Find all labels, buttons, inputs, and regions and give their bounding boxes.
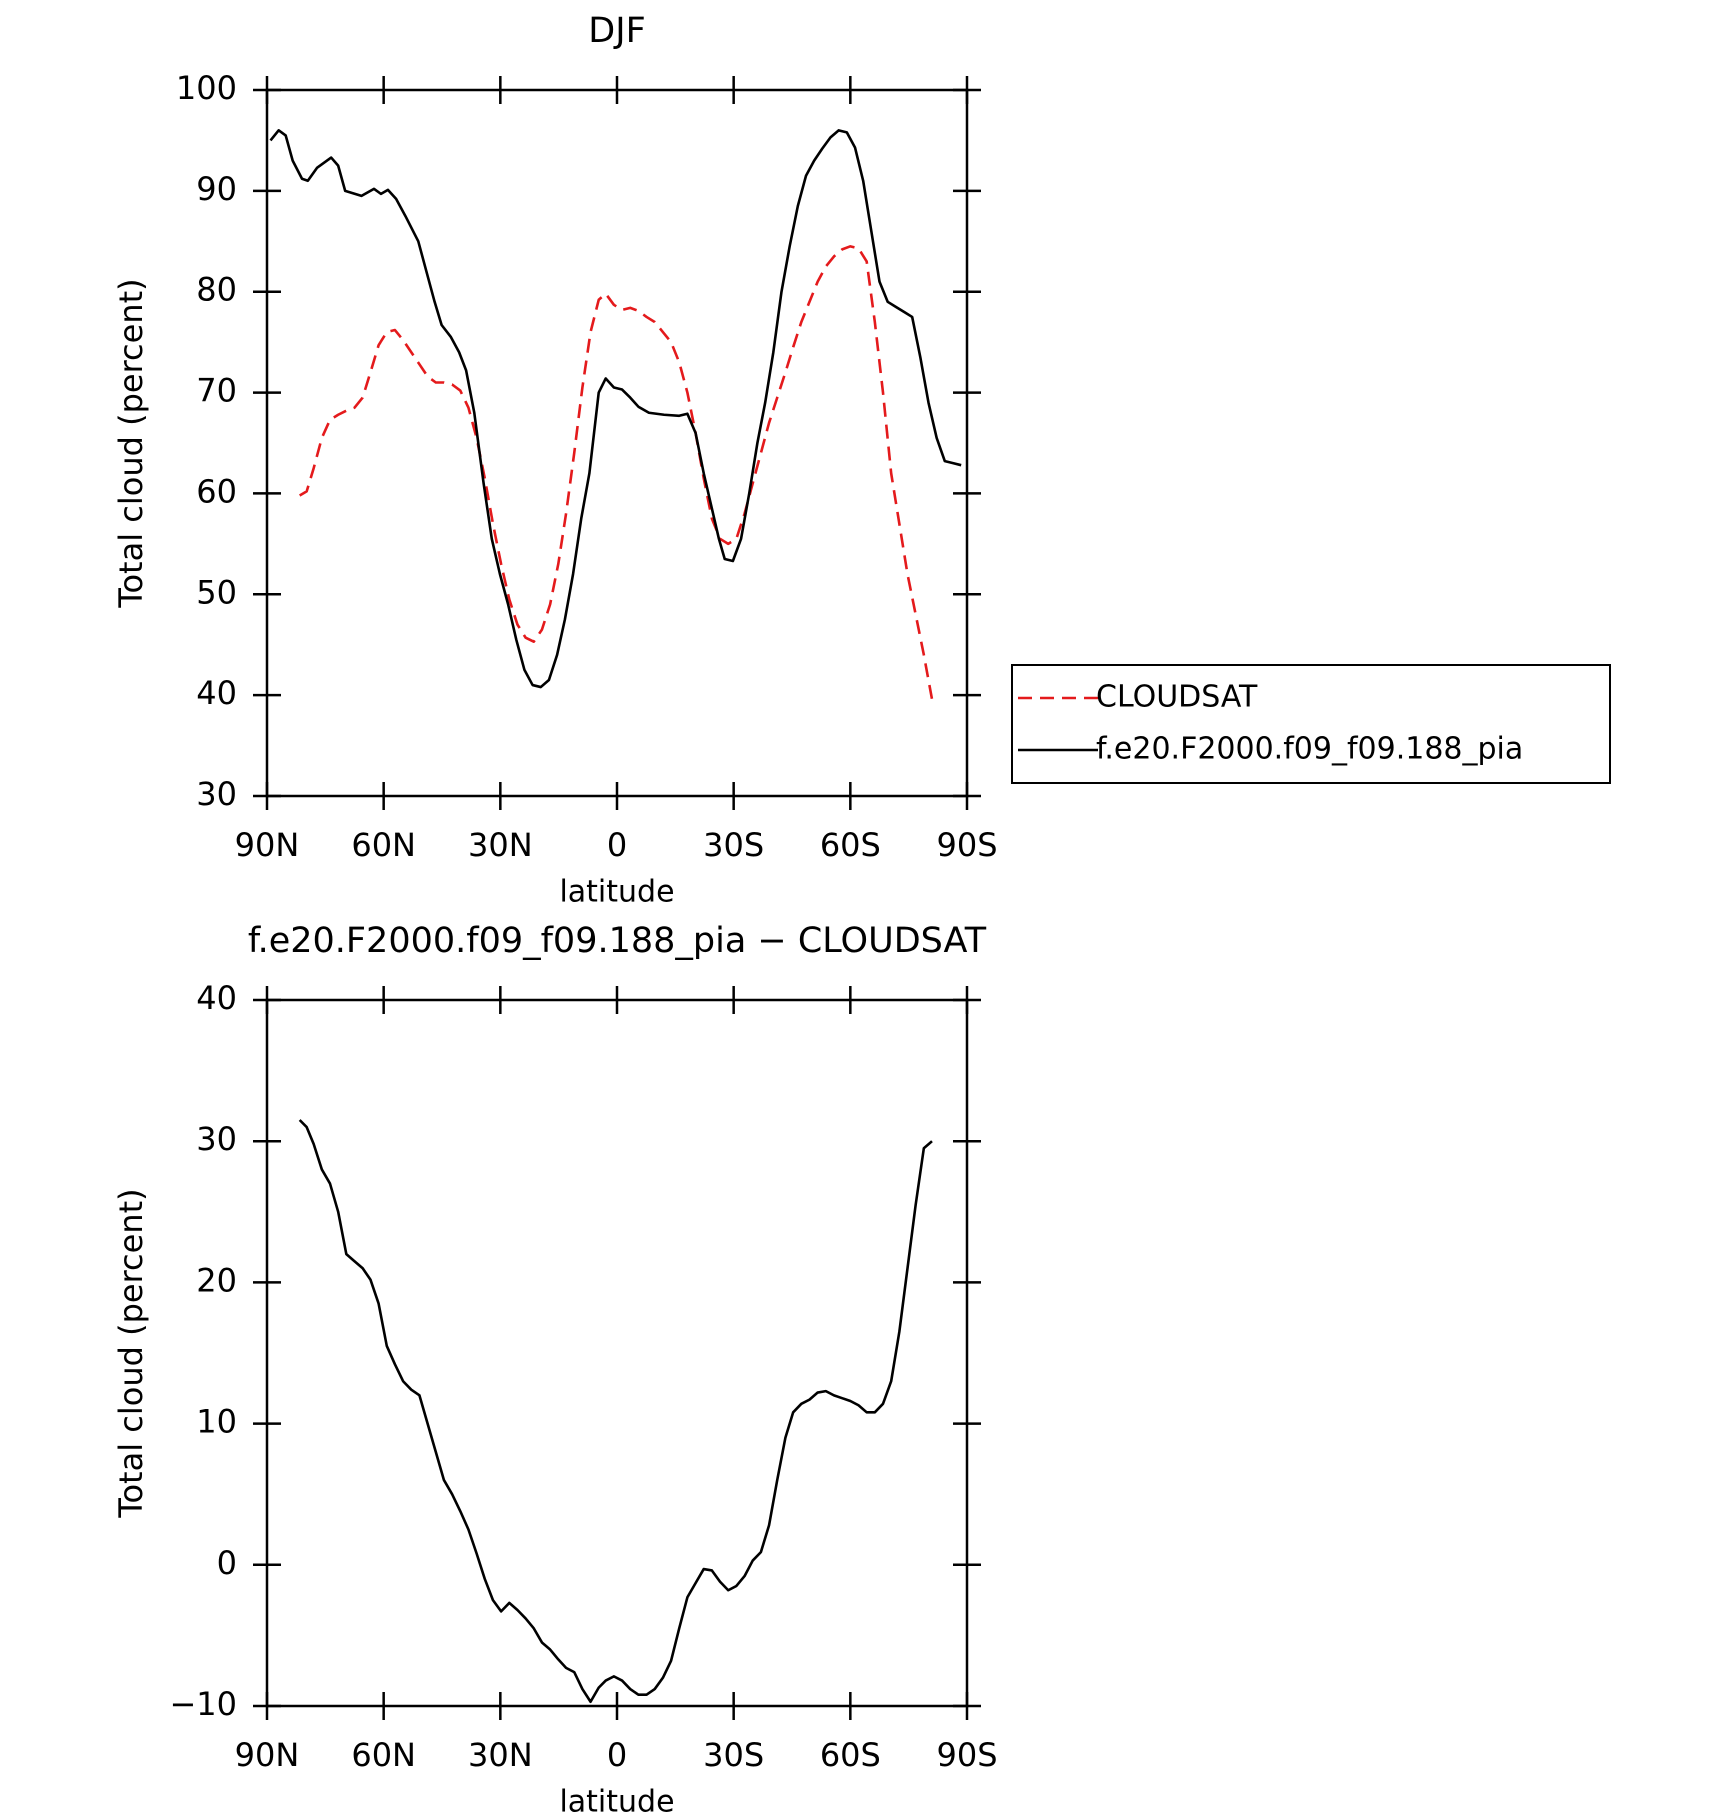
y-tick-label: 50 [196,573,237,611]
x-tick-label: 30N [468,826,533,864]
y-tick-label: 100 [176,69,237,107]
x-tick-label: 30S [703,1736,764,1774]
y-tick-label: 30 [196,1120,237,1158]
y-axis-label: Total cloud (percent) [112,1188,150,1518]
y-tick-label: 0 [217,1544,237,1582]
data-line [299,245,934,700]
data-line [298,1119,933,1704]
x-tick-label: 90N [235,1736,300,1774]
x-tick-label: 60S [820,826,881,864]
y-tick-label: 90 [196,170,237,208]
data-line [269,129,962,689]
legend-label: f.e20.F2000.f09_f09.188_pia [1096,732,1523,767]
x-tick-label: 60S [820,1736,881,1774]
y-tick-label: 80 [196,271,237,309]
y-tick-label: 60 [196,472,237,510]
y-tick-label: 70 [196,372,237,410]
x-tick-label: 0 [607,1736,627,1774]
x-tick-label: 0 [607,826,627,864]
y-tick-label: 20 [196,1261,237,1299]
y-tick-label: 40 [196,979,237,1017]
y-tick-label: −10 [169,1685,237,1723]
x-axis-label: latitude [559,875,674,910]
plot-frame [265,88,969,798]
x-tick-label: 90S [936,1736,997,1774]
x-tick-label: 90N [235,826,300,864]
x-tick-label: 90S [936,826,997,864]
x-tick-label: 60N [351,1736,416,1774]
chart-title: f.e20.F2000.f09_f09.188_pia − CLOUDSAT [248,921,987,961]
x-axis-label: latitude [559,1785,674,1816]
y-tick-label: 40 [196,674,237,712]
legend-label: CLOUDSAT [1096,680,1258,715]
plot-frame [265,998,969,1708]
x-tick-label: 30S [703,826,764,864]
chart-title: DJF [588,11,645,51]
y-tick-label: 10 [196,1403,237,1441]
legend-box [1011,664,1611,784]
y-axis-label: Total cloud (percent) [112,278,150,608]
x-tick-label: 60N [351,826,416,864]
x-tick-label: 30N [468,1736,533,1774]
y-tick-label: 30 [196,775,237,813]
